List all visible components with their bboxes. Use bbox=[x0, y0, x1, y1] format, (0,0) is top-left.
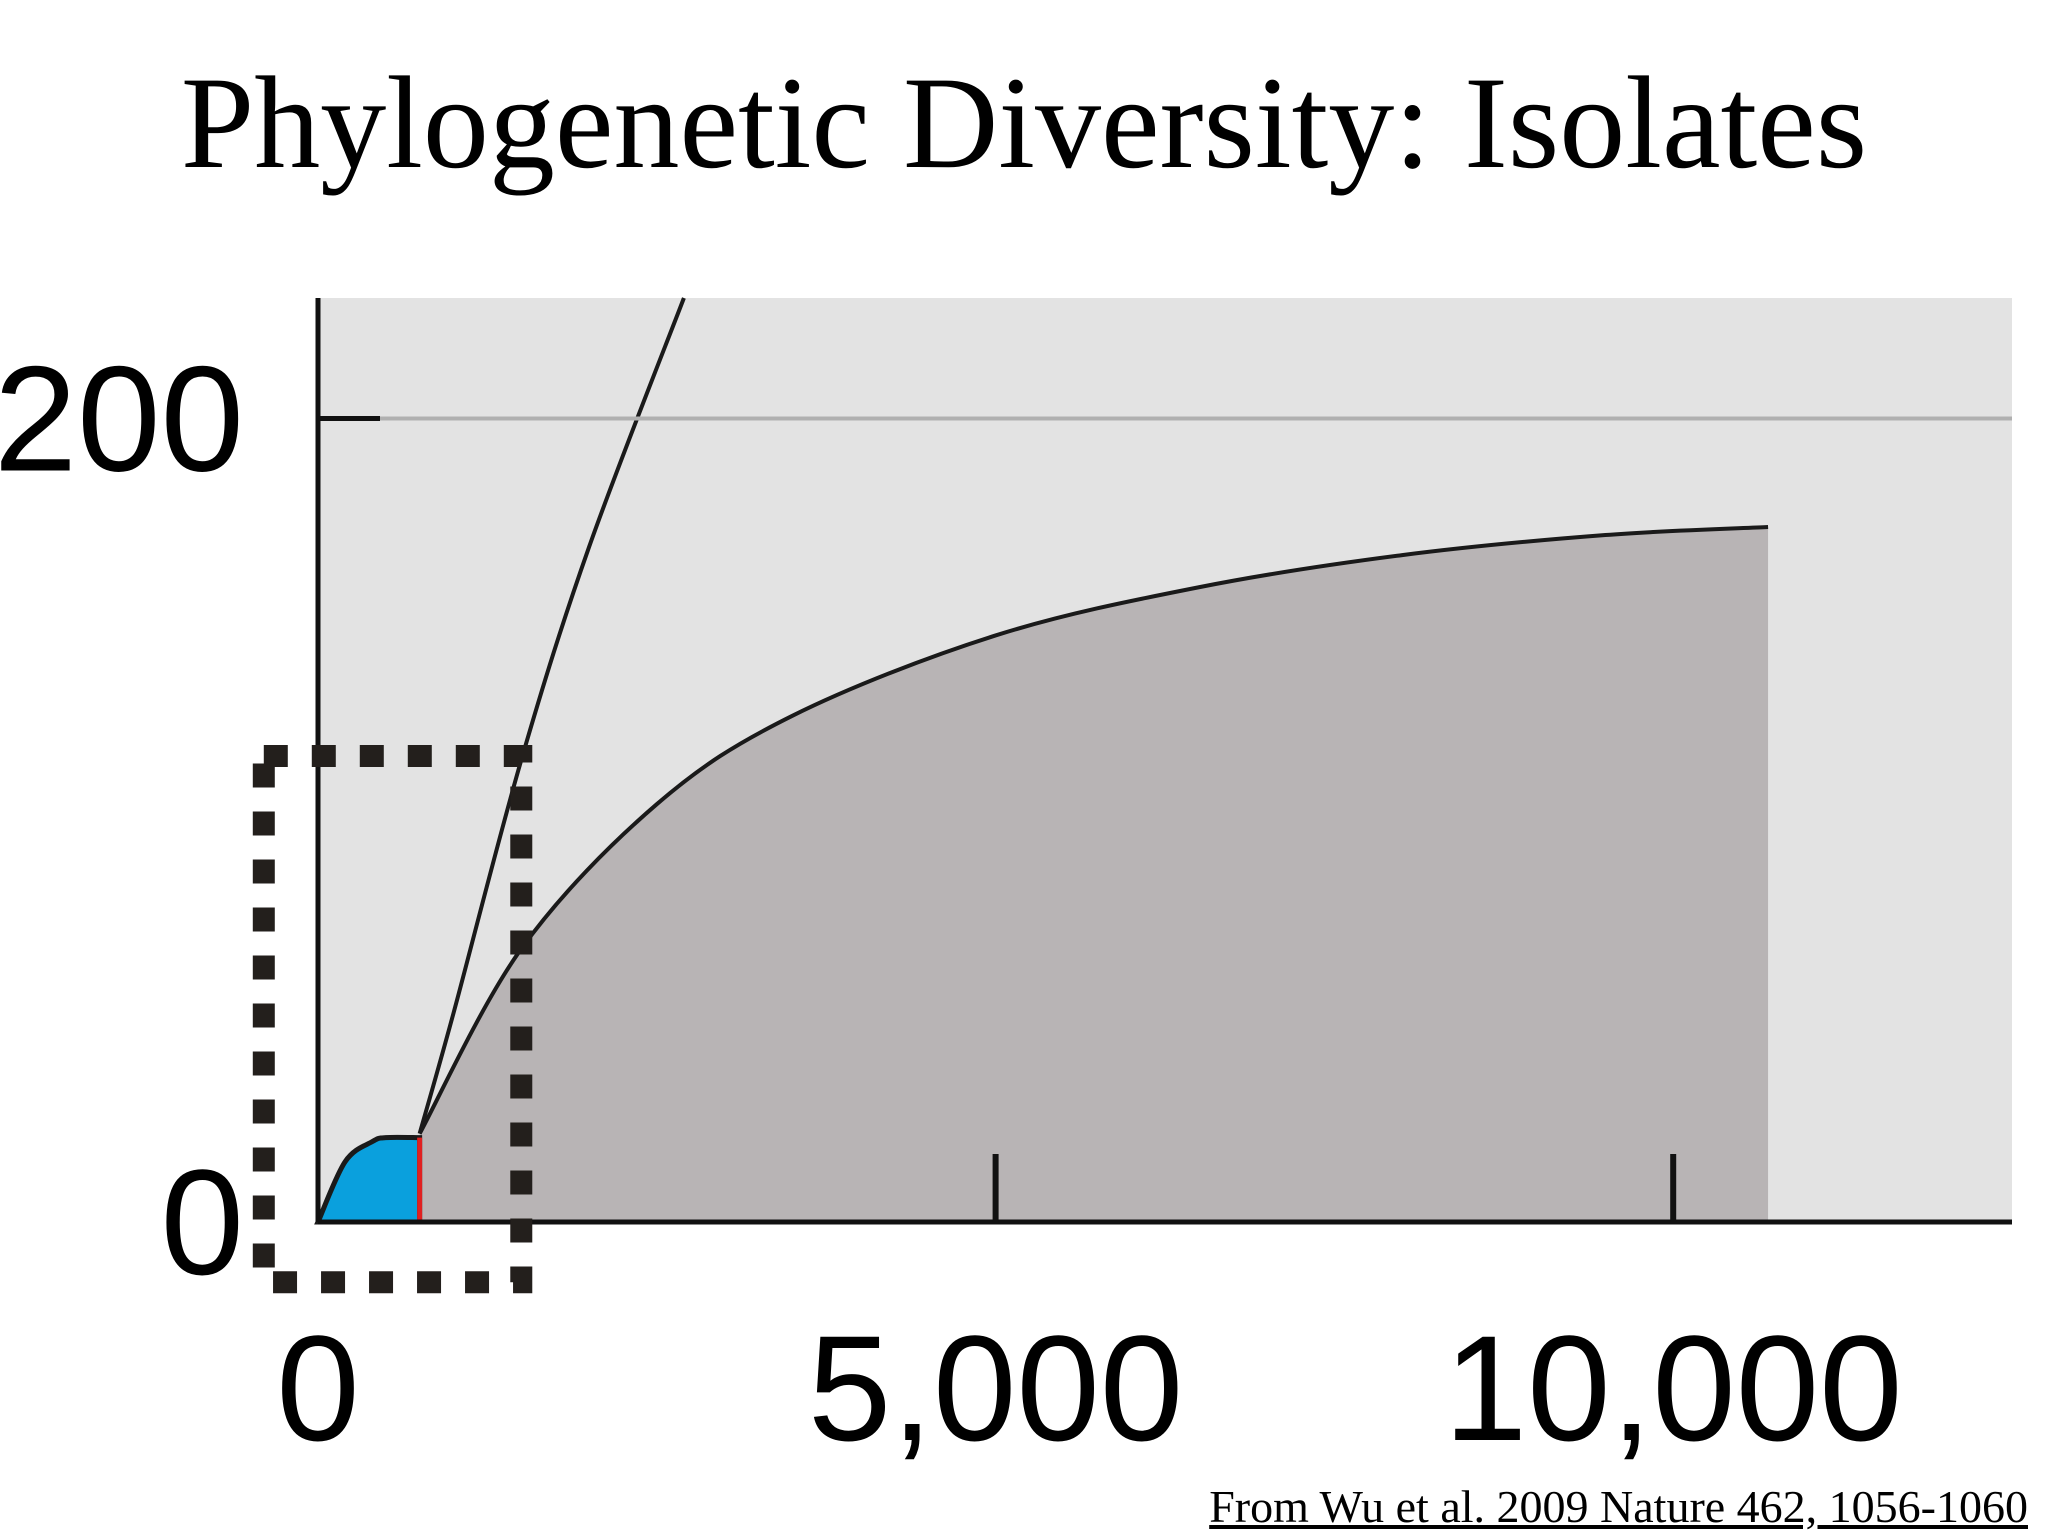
x-tick-label: 0 bbox=[276, 1304, 359, 1472]
y-tick-label: 200 bbox=[0, 335, 244, 503]
isolates-initial-area bbox=[314, 1134, 423, 1225]
y-tick-labels: 0 200 bbox=[0, 335, 244, 1306]
x-tick-label: 5,000 bbox=[808, 1304, 1183, 1472]
x-tick-label: 10,000 bbox=[1444, 1304, 1903, 1472]
diversity-curve-lower bbox=[417, 524, 1769, 1135]
citation[interactable]: From Wu et al. 2009 Nature 462, 1056-106… bbox=[1209, 1481, 2028, 1532]
slide-title: Phylogenetic Diversity: Isolates bbox=[180, 49, 1868, 196]
x-tick-marks bbox=[992, 1154, 1677, 1222]
zoom-box bbox=[252, 744, 533, 1294]
x-tick-labels: 0 5,000 10,000 bbox=[276, 1304, 1902, 1472]
diversity-area-fill bbox=[419, 526, 1769, 1222]
y-tick-label: 0 bbox=[161, 1138, 244, 1306]
